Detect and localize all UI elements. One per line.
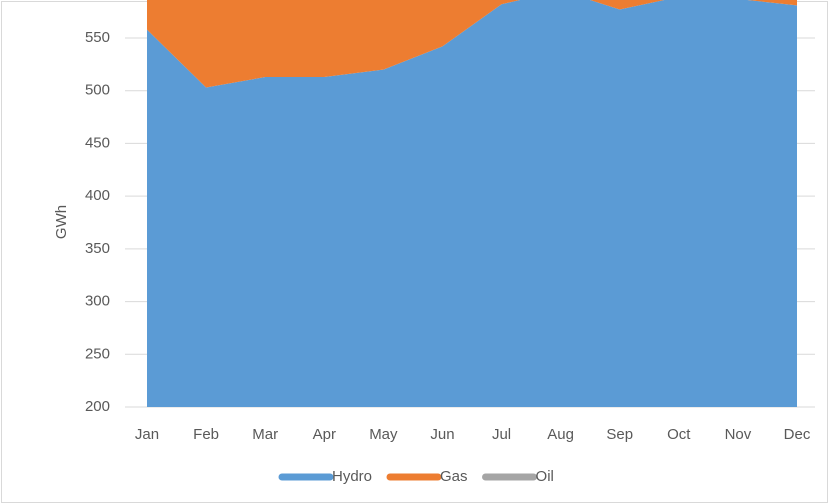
x-tick-label: Apr xyxy=(313,426,336,443)
x-tick-label: Feb xyxy=(193,426,219,443)
x-tick-label: Jun xyxy=(430,426,454,443)
x-tick-label: Jul xyxy=(492,426,511,443)
x-tick-label: Mar xyxy=(252,426,278,443)
y-tick-label: 200 xyxy=(85,398,110,415)
y-tick-label: 500 xyxy=(85,82,110,99)
y-tick-label: 300 xyxy=(85,293,110,310)
x-tick-label: Nov xyxy=(725,426,752,443)
y-tick-label: 250 xyxy=(85,345,110,362)
y-axis-label: GWh xyxy=(53,205,70,239)
x-tick-label: Oct xyxy=(667,426,691,443)
y-tick-label: 400 xyxy=(85,187,110,204)
x-tick-label: Dec xyxy=(784,426,811,443)
legend-label: Oil xyxy=(536,468,554,485)
x-tick-label: May xyxy=(369,426,398,443)
y-tick-label: 550 xyxy=(85,29,110,46)
area xyxy=(147,0,797,407)
x-tick-label: Sep xyxy=(606,426,633,443)
y-tick-label: 350 xyxy=(85,240,110,257)
x-tick-label: Aug xyxy=(547,426,574,443)
x-tick-label: Jan xyxy=(135,426,159,443)
legend-label: Gas xyxy=(440,468,468,485)
legend-label: Hydro xyxy=(332,468,372,485)
y-tick-label: 450 xyxy=(85,134,110,151)
area xyxy=(147,0,797,88)
